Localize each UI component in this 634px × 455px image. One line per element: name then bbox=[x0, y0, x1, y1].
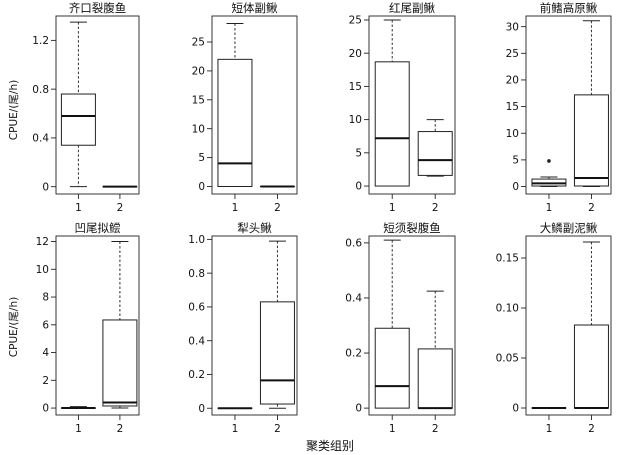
y-tick-label-2-1: 5 bbox=[355, 147, 362, 159]
box-2-0 bbox=[374, 61, 410, 187]
y-tick-label-6-0: 0 bbox=[355, 403, 362, 415]
x-tick-label-5-0: 1 bbox=[232, 423, 239, 435]
box-3-1 bbox=[573, 94, 609, 187]
panel-title-4: 凹尾拟鲿 bbox=[75, 221, 121, 235]
y-tick-label-6-1: 0.2 bbox=[345, 348, 362, 360]
x-tick-label-7-1: 2 bbox=[588, 423, 595, 435]
y-tick-label-3-1: 5 bbox=[512, 154, 519, 166]
x-tick-label-6-1: 2 bbox=[432, 423, 439, 435]
x-tick-label-3-0: 1 bbox=[546, 202, 553, 214]
y-tick-label-3-3: 15 bbox=[506, 101, 519, 113]
x-tick-label-2-0: 1 bbox=[389, 202, 396, 214]
panel-title-2: 红尾副鳅 bbox=[389, 1, 435, 15]
x-tick-label-1-1: 2 bbox=[274, 202, 281, 214]
y-tick-label-3-2: 10 bbox=[506, 128, 519, 140]
x-tick-label-2-1: 2 bbox=[432, 202, 439, 214]
panel-title-7: 大鳞副泥鳅 bbox=[540, 221, 598, 235]
y-tick-label-3-5: 25 bbox=[506, 48, 519, 60]
y-tick-label-1-5: 25 bbox=[192, 37, 205, 49]
y-tick-label-0-0: 0 bbox=[42, 181, 49, 193]
panel-frame-3 bbox=[525, 15, 612, 195]
x-tick-label-0-1: 2 bbox=[117, 202, 124, 214]
box-5-1 bbox=[259, 301, 295, 405]
y-tick-label-4-4: 8 bbox=[42, 292, 49, 304]
box-7-1 bbox=[573, 324, 609, 409]
y-tick-label-4-2: 4 bbox=[42, 347, 49, 359]
x-axis-label: 聚类组别 bbox=[306, 439, 354, 453]
y-tick-label-5-1: 0.2 bbox=[188, 369, 205, 381]
panel-title-5: 犁头鳅 bbox=[237, 221, 272, 235]
y-tick-label-2-5: 25 bbox=[349, 15, 362, 27]
y-tick-label-3-0: 0 bbox=[512, 181, 519, 193]
y-tick-label-5-2: 0.4 bbox=[188, 335, 205, 347]
box-4-1 bbox=[102, 319, 138, 407]
y-tick-label-2-0: 0 bbox=[355, 181, 362, 193]
panel-frame-1 bbox=[211, 15, 298, 195]
x-tick-label-6-0: 1 bbox=[389, 423, 396, 435]
panel-title-0: 齐口裂腹鱼 bbox=[69, 1, 127, 15]
y-tick-label-4-0: 0 bbox=[42, 403, 49, 415]
y-tick-label-0-3: 1.2 bbox=[32, 35, 49, 47]
y-tick-label-6-2: 0.4 bbox=[345, 293, 362, 305]
y-tick-label-2-4: 20 bbox=[349, 48, 362, 60]
x-tick-label-3-1: 2 bbox=[588, 202, 595, 214]
x-tick-label-5-1: 2 bbox=[274, 423, 281, 435]
box-0-0 bbox=[60, 93, 96, 146]
y-tick-label-4-3: 6 bbox=[42, 319, 49, 331]
y-tick-label-0-1: 0.4 bbox=[32, 133, 49, 145]
y-tick-label-7-0: 0 bbox=[512, 403, 519, 415]
y-tick-label-6-3: 0.6 bbox=[345, 237, 362, 249]
y-tick-label-1-1: 5 bbox=[198, 152, 205, 164]
y-tick-label-0-2: 0.8 bbox=[32, 84, 49, 96]
y-tick-label-1-0: 0 bbox=[198, 181, 205, 193]
x-tick-label-7-0: 1 bbox=[546, 423, 553, 435]
y-tick-label-5-0: 0 bbox=[198, 403, 205, 415]
panel-frame-7 bbox=[525, 235, 612, 416]
y-tick-label-5-5: 1.0 bbox=[188, 234, 205, 246]
y-tick-label-3-4: 20 bbox=[506, 75, 519, 87]
box-1-0 bbox=[217, 58, 253, 187]
x-tick-label-4-1: 2 bbox=[117, 423, 124, 435]
panel-frame-5 bbox=[211, 235, 298, 416]
y-tick-label-2-2: 10 bbox=[349, 114, 362, 126]
y-tick-label-5-3: 0.6 bbox=[188, 302, 205, 314]
panel-title-3: 前鳍高原鳅 bbox=[540, 1, 598, 15]
panel-frame-6 bbox=[368, 235, 456, 416]
y-tick-label-2-3: 15 bbox=[349, 81, 362, 93]
outlier-point-3-0-0 bbox=[547, 159, 551, 163]
panel-frame-4 bbox=[55, 235, 140, 416]
box-6-0 bbox=[374, 327, 410, 409]
x-tick-label-1-0: 1 bbox=[232, 202, 239, 214]
x-tick-label-0-0: 1 bbox=[75, 202, 82, 214]
y-tick-label-7-1: 0.05 bbox=[496, 353, 519, 365]
y-tick-label-5-4: 0.8 bbox=[188, 268, 205, 280]
y-tick-label-7-2: 0.10 bbox=[496, 303, 519, 315]
y-axis-label-top: CPUE/(尾/h) bbox=[8, 80, 20, 140]
panel-title-1: 短体副鳅 bbox=[232, 1, 278, 15]
x-tick-label-4-0: 1 bbox=[75, 423, 82, 435]
y-tick-label-1-3: 15 bbox=[192, 94, 205, 106]
box-2-1 bbox=[417, 131, 453, 176]
y-tick-label-4-6: 12 bbox=[36, 236, 49, 248]
panel-title-6: 短须裂腹鱼 bbox=[383, 221, 441, 235]
panel-frame-0 bbox=[55, 15, 140, 195]
y-tick-label-1-4: 20 bbox=[192, 66, 205, 78]
y-axis-label-bottom: CPUE/(尾/h) bbox=[8, 297, 20, 357]
y-tick-label-7-3: 0.15 bbox=[496, 253, 519, 265]
y-tick-label-4-1: 2 bbox=[42, 375, 49, 387]
y-tick-label-1-2: 10 bbox=[192, 123, 205, 135]
y-tick-label-4-5: 10 bbox=[36, 264, 49, 276]
y-tick-label-3-6: 30 bbox=[506, 21, 519, 33]
box-6-1 bbox=[417, 348, 453, 409]
panel-frame-2 bbox=[368, 15, 456, 195]
